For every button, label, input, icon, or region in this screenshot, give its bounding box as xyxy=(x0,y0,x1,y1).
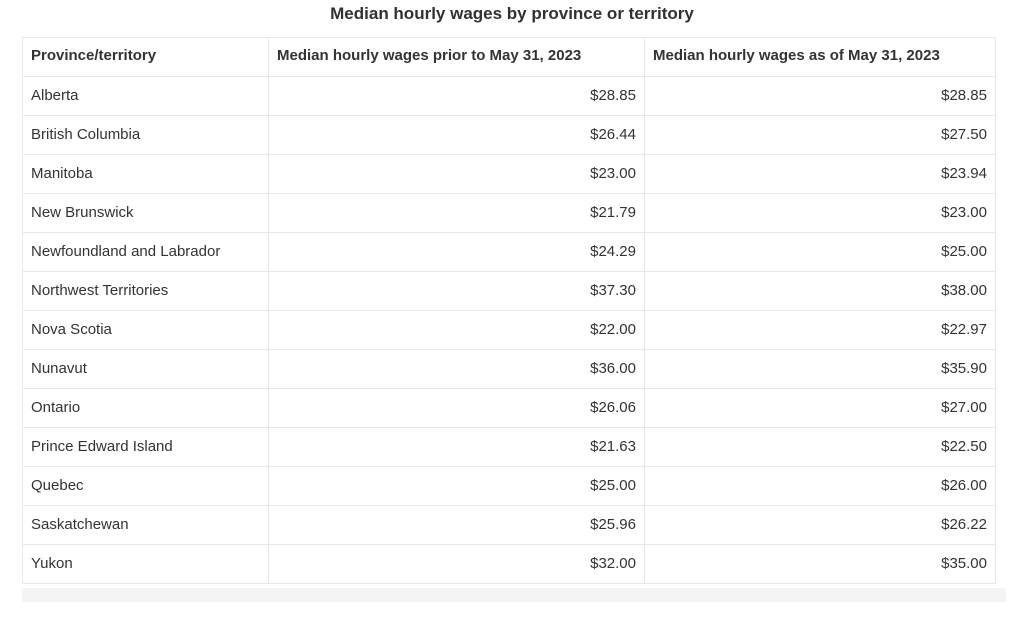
province-cell: Yukon xyxy=(22,544,269,584)
asof-wage-cell: $27.50 xyxy=(644,115,996,155)
prior-wage-cell: $23.00 xyxy=(268,154,645,194)
asof-wage-cell: $28.85 xyxy=(644,76,996,116)
column-header-prior-wage: Median hourly wages prior to May 31, 202… xyxy=(268,37,645,77)
province-cell: Quebec xyxy=(22,466,269,506)
table-row: Prince Edward Island $21.63 $22.50 xyxy=(22,427,996,467)
province-cell: Nunavut xyxy=(22,349,269,389)
prior-wage-cell: $25.96 xyxy=(268,505,645,545)
page-title: Median hourly wages by province or terri… xyxy=(330,4,694,23)
province-cell: Newfoundland and Labrador xyxy=(22,232,269,272)
province-cell: Nova Scotia xyxy=(22,310,269,350)
table-row: Nunavut $36.00 $35.90 xyxy=(22,349,996,389)
table-row: Northwest Territories $37.30 $38.00 xyxy=(22,271,996,311)
asof-wage-cell: $22.97 xyxy=(644,310,996,350)
column-header-province: Province/territory xyxy=(22,37,269,77)
table-row: Manitoba $23.00 $23.94 xyxy=(22,154,996,194)
prior-wage-cell: $37.30 xyxy=(268,271,645,311)
table-row: Newfoundland and Labrador $24.29 $25.00 xyxy=(22,232,996,272)
table-row: Nova Scotia $22.00 $22.97 xyxy=(22,310,996,350)
table-row: Quebec $25.00 $26.00 xyxy=(22,466,996,506)
asof-wage-cell: $35.00 xyxy=(644,544,996,584)
asof-wage-cell: $35.90 xyxy=(644,349,996,389)
asof-wage-cell: $23.94 xyxy=(644,154,996,194)
asof-wage-cell: $26.22 xyxy=(644,505,996,545)
asof-wage-cell: $22.50 xyxy=(644,427,996,467)
asof-wage-cell: $26.00 xyxy=(644,466,996,506)
province-cell: Ontario xyxy=(22,388,269,428)
asof-wage-cell: $25.00 xyxy=(644,232,996,272)
table-row: Ontario $26.06 $27.00 xyxy=(22,388,996,428)
header-row: Province/territory Median hourly wages p… xyxy=(22,37,996,77)
province-cell: Prince Edward Island xyxy=(22,427,269,467)
prior-wage-cell: $26.44 xyxy=(268,115,645,155)
asof-wage-cell: $27.00 xyxy=(644,388,996,428)
province-cell: British Columbia xyxy=(22,115,269,155)
wages-table: Province/territory Median hourly wages p… xyxy=(22,37,996,584)
province-cell: Saskatchewan xyxy=(22,505,269,545)
prior-wage-cell: $25.00 xyxy=(268,466,645,506)
province-cell: Manitoba xyxy=(22,154,269,194)
next-section-edge xyxy=(22,588,1006,602)
table-row: Alberta $28.85 $28.85 xyxy=(22,76,996,116)
prior-wage-cell: $21.79 xyxy=(268,193,645,233)
prior-wage-cell: $28.85 xyxy=(268,76,645,116)
prior-wage-cell: $24.29 xyxy=(268,232,645,272)
prior-wage-cell: $36.00 xyxy=(268,349,645,389)
asof-wage-cell: $23.00 xyxy=(644,193,996,233)
prior-wage-cell: $26.06 xyxy=(268,388,645,428)
prior-wage-cell: $32.00 xyxy=(268,544,645,584)
prior-wage-cell: $21.63 xyxy=(268,427,645,467)
asof-wage-cell: $38.00 xyxy=(644,271,996,311)
column-header-asof-wage: Median hourly wages as of May 31, 2023 xyxy=(644,37,996,77)
province-cell: Alberta xyxy=(22,76,269,116)
table-body: Alberta $28.85 $28.85 British Columbia $… xyxy=(22,76,996,584)
province-cell: New Brunswick xyxy=(22,193,269,233)
table-row: New Brunswick $21.79 $23.00 xyxy=(22,193,996,233)
table-row: Saskatchewan $25.96 $26.22 xyxy=(22,505,996,545)
table-row: British Columbia $26.44 $27.50 xyxy=(22,115,996,155)
table-row: Yukon $32.00 $35.00 xyxy=(22,544,996,584)
wages-table-header: Province/territory Median hourly wages p… xyxy=(22,37,996,77)
province-cell: Northwest Territories xyxy=(22,271,269,311)
prior-wage-cell: $22.00 xyxy=(268,310,645,350)
